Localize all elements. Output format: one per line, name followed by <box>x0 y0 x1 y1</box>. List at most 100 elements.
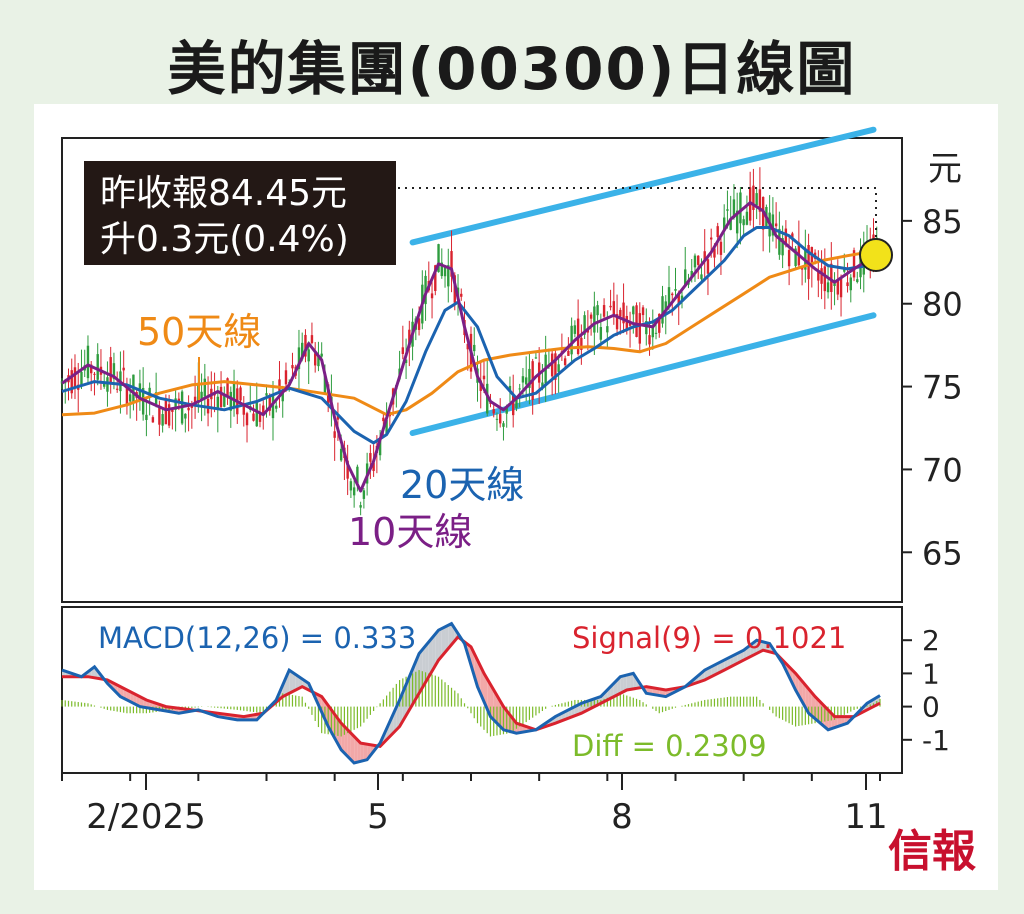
candle-body <box>440 262 443 277</box>
candle-body <box>245 413 249 426</box>
candle-body <box>307 349 310 362</box>
candle-body <box>258 411 262 422</box>
candle-body <box>573 325 577 334</box>
macd-signal-gap <box>811 692 816 719</box>
macd-signal-gap <box>428 637 433 677</box>
candle-body <box>580 337 583 350</box>
candle-body <box>667 287 671 308</box>
candle-body <box>297 347 301 370</box>
candle-body <box>109 357 112 383</box>
candle-body <box>193 396 197 404</box>
candle-body <box>466 343 469 350</box>
macd-signal-gap <box>425 641 429 683</box>
price-plot-frame <box>61 137 903 603</box>
candle-body <box>836 279 840 295</box>
macd-signal-gap <box>441 626 446 657</box>
candle-body <box>291 365 294 369</box>
signal-line <box>62 634 881 749</box>
candle-body <box>502 423 505 427</box>
candle-body <box>106 377 109 392</box>
candle-body <box>557 364 560 372</box>
candle-body <box>333 431 336 438</box>
candle-body <box>122 367 125 371</box>
close-callout-line <box>398 187 877 238</box>
candle-body <box>96 354 99 380</box>
candle-body <box>174 398 177 410</box>
candle-body <box>550 353 554 377</box>
macd-signal-gap <box>623 675 627 692</box>
macd-signal-gap <box>818 699 822 725</box>
candle-body <box>356 466 359 484</box>
candle-body <box>735 210 739 234</box>
macd-signal-gap <box>493 690 497 724</box>
candle-body <box>443 267 447 277</box>
candle-body <box>774 223 778 227</box>
price-y-tick-label: 65 <box>922 534 963 572</box>
candle-body <box>690 270 693 279</box>
macd-signal-gap <box>354 736 358 764</box>
brand-logo: 信報 <box>888 826 976 877</box>
candle-body <box>615 314 619 330</box>
candle-body <box>362 490 366 499</box>
candle-body <box>151 417 155 423</box>
macd-signal-gap <box>445 625 449 653</box>
macd-signal-gap <box>289 670 293 694</box>
macd-signal-gap <box>363 743 368 761</box>
candle-body <box>229 391 232 411</box>
candle-body <box>372 462 375 472</box>
candle-body <box>729 218 732 230</box>
candle-body <box>534 357 538 359</box>
candle-body <box>310 335 314 344</box>
candle-body <box>252 413 255 421</box>
candle-body <box>817 270 820 281</box>
candle-body <box>167 404 171 426</box>
candle-body <box>700 274 703 280</box>
macd-signal-gap <box>500 701 504 730</box>
candle-body <box>430 293 434 299</box>
macd-signal-gap <box>409 668 413 710</box>
candle-body <box>301 342 304 360</box>
info-box <box>84 161 396 265</box>
info-box-close: 昨收報84.45元 <box>100 173 347 214</box>
candle-body <box>641 307 645 316</box>
candle-body <box>473 344 476 352</box>
macd-line <box>61 621 881 765</box>
candle-body <box>281 388 284 402</box>
macd-signal-gap <box>496 695 501 727</box>
ma50-label: 50天線 <box>137 310 261 354</box>
macd-y-tick-label: -1 <box>922 724 950 757</box>
macd-signal-gap <box>756 640 760 654</box>
candle-body <box>846 282 849 287</box>
macd-signal-gap <box>763 641 767 651</box>
x-tick-label: 8 <box>611 797 633 837</box>
chart-title: 美的集團(00300)日線圖 <box>167 35 857 103</box>
macd-y-tick-label: 2 <box>922 624 940 657</box>
candle-body <box>382 417 385 422</box>
candle-body <box>661 296 664 324</box>
macd-signal-gap <box>432 634 436 672</box>
candle-body <box>385 419 388 434</box>
candle-body <box>567 350 570 356</box>
candle-body <box>323 375 327 395</box>
diff-label: Diff = 0.2309 <box>572 729 767 763</box>
macd-signal-gap <box>347 729 351 760</box>
candle-body <box>346 460 349 479</box>
candle-body <box>781 238 784 256</box>
candle-body <box>722 217 726 232</box>
macd-signal-gap <box>357 739 361 763</box>
candle-body <box>275 405 278 409</box>
candle-body <box>349 481 353 491</box>
macd-signal-gap <box>824 706 829 730</box>
macd-signal-gap <box>360 743 364 762</box>
candle-body <box>242 405 245 415</box>
candle-body <box>239 387 242 401</box>
candle-body <box>125 385 129 407</box>
macd-y-tick-label: 0 <box>922 691 940 724</box>
candle-body <box>86 345 90 379</box>
candle-body <box>645 321 648 335</box>
candle-body <box>184 413 187 419</box>
candle-body <box>148 387 151 397</box>
candle-body <box>262 405 265 416</box>
macd-signal-gap <box>815 696 819 722</box>
